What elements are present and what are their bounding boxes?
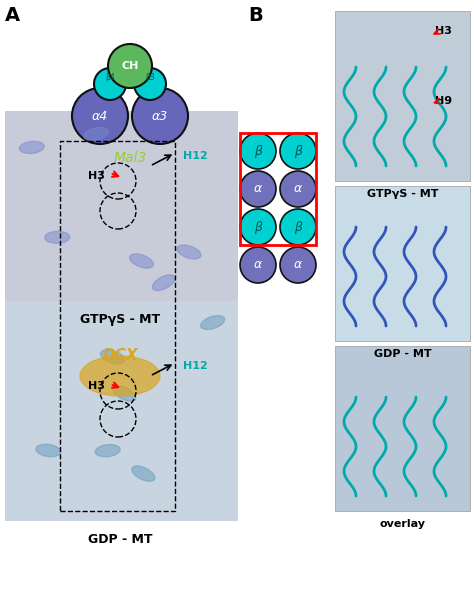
Text: α: α <box>254 183 262 195</box>
Text: Mal3: Mal3 <box>113 151 146 165</box>
Text: B: B <box>248 6 263 25</box>
Circle shape <box>280 133 316 169</box>
Text: β: β <box>294 221 302 234</box>
Text: β: β <box>254 221 262 234</box>
Ellipse shape <box>95 445 120 457</box>
Ellipse shape <box>113 386 136 401</box>
Text: GTPγS - MT: GTPγS - MT <box>80 313 160 326</box>
Text: overlay: overlay <box>380 519 426 529</box>
FancyBboxPatch shape <box>335 346 470 511</box>
Ellipse shape <box>152 275 175 291</box>
Circle shape <box>108 44 152 88</box>
Circle shape <box>240 247 276 283</box>
Text: β4: β4 <box>105 73 115 82</box>
Text: A: A <box>5 6 20 25</box>
Ellipse shape <box>80 356 160 396</box>
Bar <box>240 133 316 245</box>
Text: α3: α3 <box>152 109 168 123</box>
FancyBboxPatch shape <box>5 111 238 301</box>
Text: H3: H3 <box>88 171 104 181</box>
Circle shape <box>280 209 316 245</box>
FancyBboxPatch shape <box>5 301 238 521</box>
Text: DCX: DCX <box>102 349 138 364</box>
FancyBboxPatch shape <box>335 11 470 181</box>
Circle shape <box>134 68 166 100</box>
Ellipse shape <box>201 316 225 329</box>
Text: GDP - MT: GDP - MT <box>88 533 152 546</box>
Ellipse shape <box>36 444 61 457</box>
FancyBboxPatch shape <box>335 186 470 341</box>
Ellipse shape <box>100 350 125 364</box>
Text: β3: β3 <box>145 73 155 82</box>
Text: β: β <box>294 144 302 157</box>
Circle shape <box>132 88 188 144</box>
Ellipse shape <box>45 231 70 243</box>
Circle shape <box>240 171 276 207</box>
Text: α4: α4 <box>92 109 108 123</box>
Ellipse shape <box>84 127 108 141</box>
Circle shape <box>72 88 128 144</box>
Circle shape <box>280 171 316 207</box>
Circle shape <box>94 68 126 100</box>
Ellipse shape <box>177 245 201 259</box>
Text: GTPγS - MT: GTPγS - MT <box>367 189 438 199</box>
Circle shape <box>240 209 276 245</box>
Text: H9: H9 <box>435 96 452 106</box>
Text: H12: H12 <box>182 151 207 161</box>
Text: α: α <box>254 258 262 272</box>
Text: α: α <box>294 258 302 272</box>
Text: H12: H12 <box>182 361 207 371</box>
Text: CH: CH <box>121 61 139 71</box>
Text: H3: H3 <box>435 26 452 36</box>
Ellipse shape <box>130 254 154 268</box>
Ellipse shape <box>19 141 44 153</box>
Text: GDP - MT: GDP - MT <box>374 349 431 359</box>
Ellipse shape <box>132 466 155 481</box>
Text: H3: H3 <box>88 381 104 391</box>
Circle shape <box>280 247 316 283</box>
Text: β: β <box>254 144 262 157</box>
Circle shape <box>240 133 276 169</box>
Bar <box>60 141 175 511</box>
Text: α: α <box>294 183 302 195</box>
